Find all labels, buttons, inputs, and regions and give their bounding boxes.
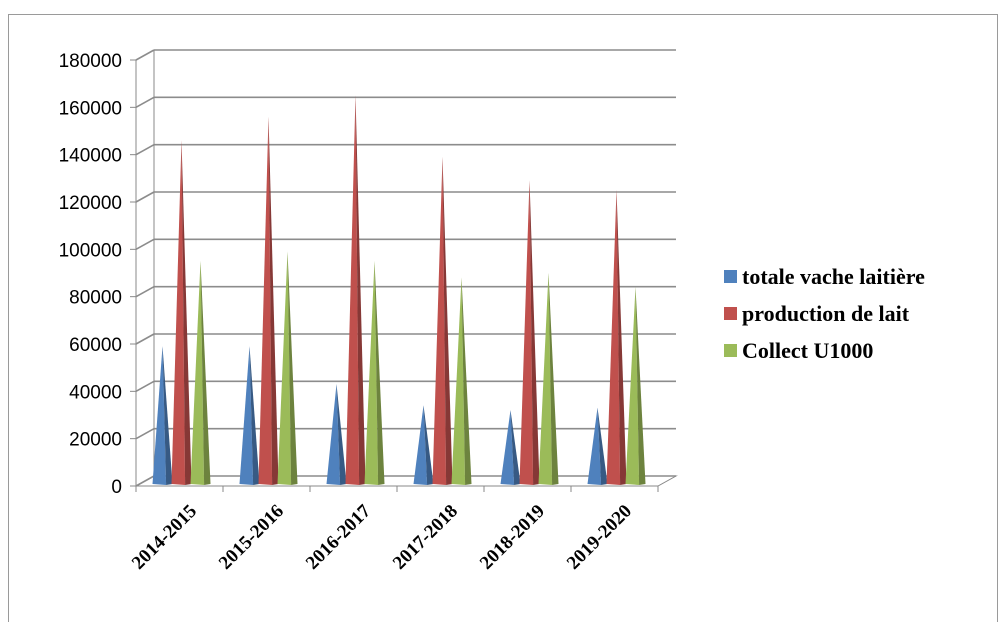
bar [538, 272, 559, 485]
gridlines [130, 49, 676, 487]
bar-shade [529, 180, 540, 485]
y-tick-label: 160000 [59, 98, 122, 119]
bar-shade [355, 95, 366, 485]
gridline-depth [135, 143, 155, 156]
bar [625, 286, 646, 485]
y-tick-label: 140000 [59, 146, 122, 167]
bar-face [500, 410, 515, 485]
y-tick-label: 80000 [69, 288, 122, 309]
bar-face [152, 346, 167, 485]
bar-face [538, 272, 553, 485]
legend-item-collect: Collect U1000 [724, 332, 925, 369]
bar [519, 180, 540, 485]
y-tick-label: 40000 [69, 382, 122, 403]
gridline-depth [135, 49, 155, 61]
bars [152, 95, 646, 486]
bar-shade [374, 260, 385, 485]
bar-face [625, 286, 640, 485]
y-tick-label: 100000 [59, 240, 122, 261]
bar-shade [249, 346, 260, 485]
x-tick-label: 2017-2018 [389, 501, 462, 574]
bar [190, 260, 211, 485]
legend-label-vache: totale vache laitière [742, 263, 925, 289]
bar [171, 140, 192, 485]
legend-swatch-collect [724, 344, 737, 357]
y-tick-label: 60000 [69, 335, 122, 356]
bar [606, 189, 627, 485]
gridline-depth [135, 475, 155, 487]
bar-shade [548, 272, 559, 485]
bar-face [606, 189, 621, 485]
bar-face [326, 383, 341, 485]
bar-shade [597, 407, 608, 485]
bar-face [258, 116, 273, 486]
bar-face [432, 156, 447, 485]
y-tick-label: 120000 [59, 193, 122, 214]
gridline-depth [135, 380, 155, 393]
gridline-depth [135, 96, 155, 109]
bar [345, 95, 366, 485]
bar [239, 346, 260, 485]
gridline-depth [135, 238, 155, 251]
legend-swatch-vache [724, 270, 737, 283]
bar [413, 405, 434, 485]
bar [587, 407, 608, 485]
gridline-depth [135, 427, 155, 440]
bar-shade [616, 189, 627, 485]
bar-shade [423, 405, 434, 485]
chart-frame [8, 14, 998, 622]
x-tick-label: 2018-2019 [476, 501, 549, 574]
legend: totale vache laitière production de lait… [724, 258, 925, 369]
bar-face [413, 405, 428, 485]
bar-face [190, 260, 205, 485]
y-tick-label: 20000 [69, 430, 122, 451]
bar [500, 410, 521, 485]
bar-shade [268, 116, 279, 486]
bar-face [451, 277, 466, 485]
bar-shade [635, 286, 646, 485]
bar [451, 277, 472, 485]
y-tick-label: 0 [111, 477, 122, 498]
bar-shade [200, 260, 211, 485]
bar-shade [181, 140, 192, 485]
legend-label-collect: Collect U1000 [742, 337, 874, 363]
bar-shade [442, 156, 453, 485]
gridline-depth [135, 285, 155, 298]
bar-face [277, 251, 292, 485]
bar-shade [510, 410, 521, 485]
bar-shade [287, 251, 298, 485]
bar-face [587, 407, 602, 485]
bar [326, 383, 347, 485]
bar-face [345, 95, 360, 485]
bar [432, 156, 453, 485]
x-axis-ticks: 2014-2015 2015-2016 2016-2017 2017-2018 2018… [128, 486, 659, 574]
bar-shade [162, 346, 173, 485]
legend-item-vache: totale vache laitière [724, 258, 925, 295]
bar-shade [336, 383, 347, 485]
x-tick-label: 2016-2017 [302, 500, 375, 573]
bar-face [239, 346, 254, 485]
x-tick-label: 2014-2015 [128, 501, 201, 574]
bar [258, 116, 279, 486]
gridline-depth [135, 191, 155, 203]
legend-label-production: production de lait [742, 300, 910, 326]
bar [277, 251, 298, 485]
bar-face [171, 140, 186, 485]
y-axis-ticks: 0 20000 40000 60000 80000 100000 120000 140000 1… [59, 51, 122, 498]
bar [364, 260, 385, 485]
x-tick-label: 2019-2020 [563, 501, 636, 574]
legend-item-production: production de lait [724, 295, 925, 332]
y-tick-label: 180000 [59, 51, 122, 72]
gridline-depth [135, 333, 155, 345]
chart-walls [134, 60, 678, 487]
bar-face [519, 180, 534, 485]
x-tick-label: 2015-2016 [215, 501, 288, 574]
bar-face [364, 260, 379, 485]
legend-swatch-production [724, 307, 737, 320]
bar-shade [461, 277, 472, 485]
bar [152, 346, 173, 485]
